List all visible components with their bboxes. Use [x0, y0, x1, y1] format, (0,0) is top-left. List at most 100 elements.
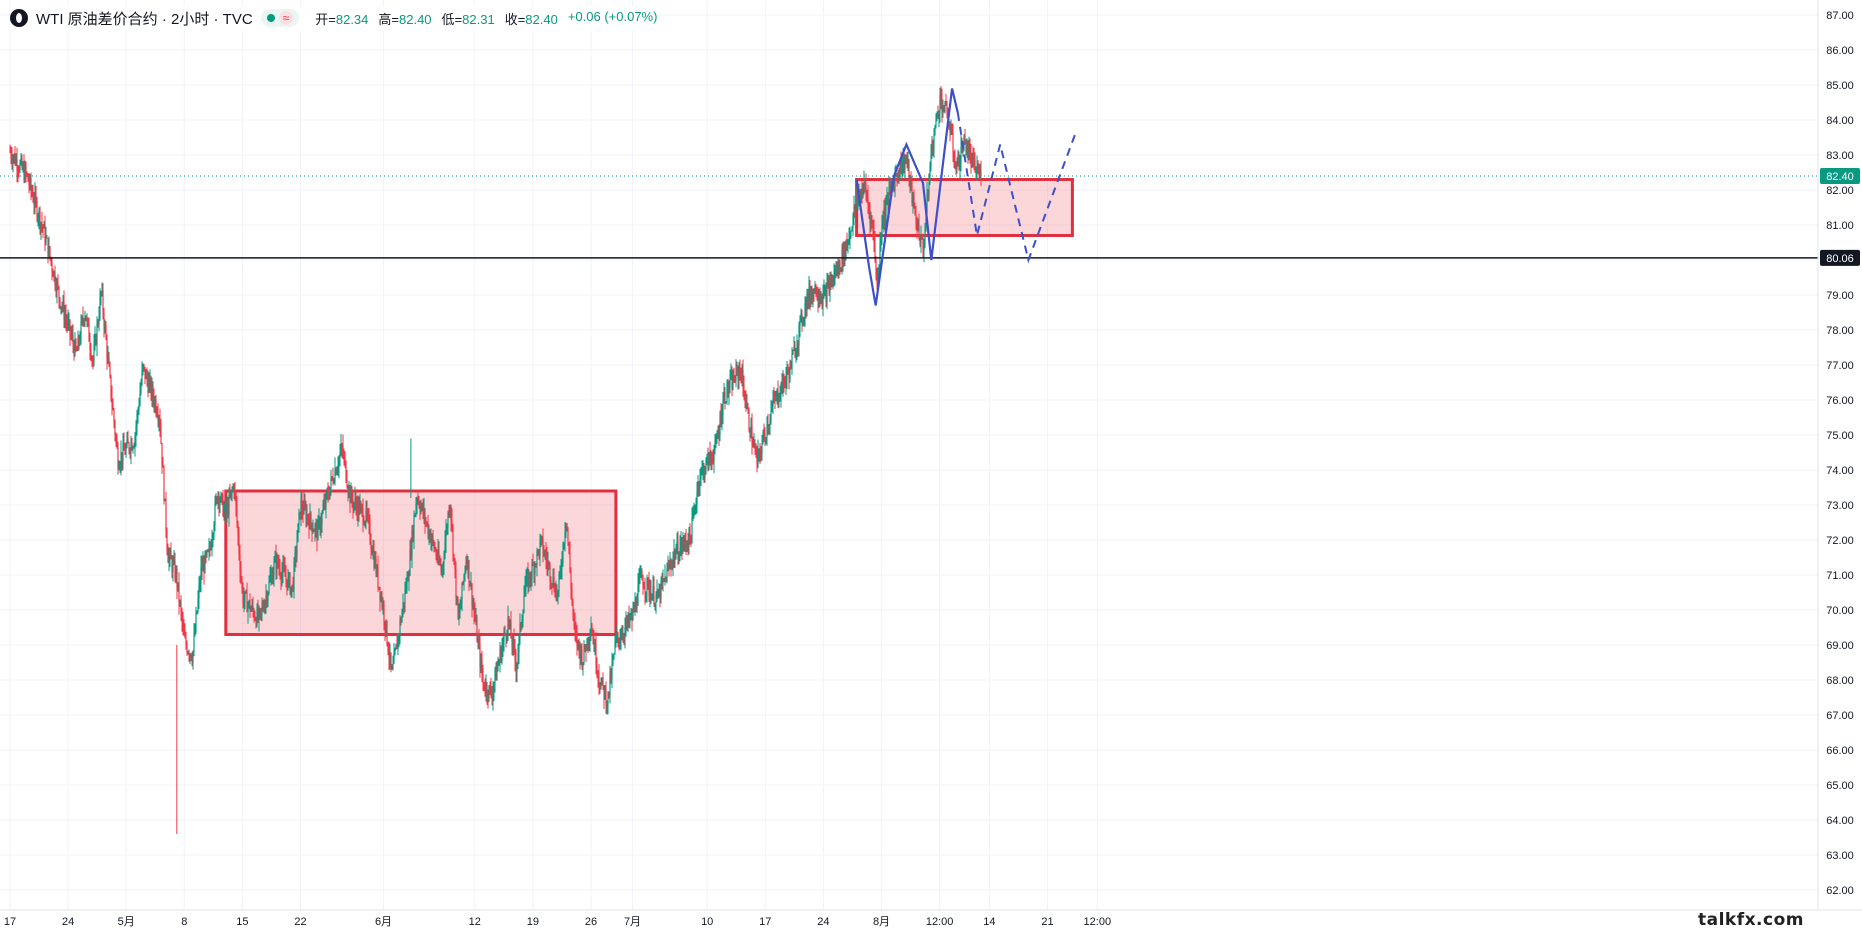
candle-body [459, 609, 461, 614]
candle-body [488, 685, 490, 699]
candle-body [104, 325, 106, 328]
candle-body [225, 505, 227, 515]
candle-body [709, 452, 711, 459]
candle-body [508, 616, 510, 625]
candle-body [665, 576, 667, 583]
candle-body [722, 400, 724, 416]
candle-body [496, 668, 498, 681]
candle-body [18, 170, 20, 172]
candle-body [830, 282, 832, 287]
candle-body [470, 583, 472, 587]
candle-body [918, 224, 920, 239]
candle-body [207, 550, 209, 552]
candle-body [204, 553, 206, 573]
candle-body [86, 318, 88, 321]
candle-body [512, 639, 514, 647]
candle-body [833, 275, 835, 282]
candle-body [965, 139, 967, 155]
candle-body [219, 501, 221, 505]
candle-body [486, 684, 488, 696]
candle-body [334, 469, 336, 482]
y-tick-label: 73.00 [1826, 500, 1854, 512]
candle-body [10, 151, 12, 158]
candle-body [297, 523, 299, 542]
candle-body [881, 225, 883, 237]
ohlc-open: 开=82.34 [315, 11, 369, 27]
candle-body [789, 362, 791, 380]
candle-body [417, 499, 419, 501]
candle-body [446, 528, 448, 530]
candle-body [233, 486, 235, 492]
candle-body [641, 571, 643, 580]
status-pill[interactable]: ≈ [260, 9, 300, 27]
candle-body [364, 521, 366, 525]
candle-body [304, 502, 306, 508]
candle-body [840, 268, 842, 271]
y-tick-label: 75.00 [1826, 430, 1854, 442]
candle-body [729, 378, 731, 389]
candle-body [967, 150, 969, 158]
candle-body [921, 234, 923, 240]
time-axis[interactable]: 17 24 5月 8 15 22 6月 12 19 26 7月 10 17 24 8月 12:00 14 21 12… [0, 909, 1862, 934]
candle-body [494, 669, 496, 683]
candle-body [811, 294, 813, 301]
candle-body [85, 315, 87, 321]
candle-body [441, 567, 443, 571]
candle-body [654, 604, 656, 606]
candle-body [74, 340, 76, 356]
candle-body [745, 401, 747, 408]
candle-body [206, 550, 208, 556]
candle-body [435, 550, 437, 557]
candle-body [296, 541, 298, 556]
candle-body [245, 591, 247, 593]
candle-body [772, 398, 774, 407]
candle-body [907, 160, 909, 162]
candle-body [197, 598, 199, 612]
candle-body [866, 193, 868, 197]
candle-body [43, 224, 45, 229]
candle-body [631, 612, 633, 620]
candle-body [702, 466, 704, 469]
candle-body [313, 531, 315, 533]
candle-body [53, 271, 55, 277]
candle-body [619, 639, 621, 643]
candle-body [351, 490, 353, 501]
candle-body [483, 682, 485, 690]
candle-body [704, 470, 706, 477]
candle-body [205, 553, 207, 556]
candle-body [980, 171, 982, 176]
candle-body [369, 522, 371, 542]
candle-body [544, 552, 546, 555]
grid [0, 0, 1818, 910]
candle-body [646, 577, 648, 592]
candle-body [734, 381, 736, 383]
candle-body [291, 584, 293, 587]
candle-body [188, 652, 190, 656]
candle-body [558, 574, 560, 591]
symbol-title[interactable]: WTI 原油差价合约 · 2小时 · TVC [36, 10, 253, 28]
candle-body [399, 620, 401, 636]
candle-body [889, 187, 891, 190]
candle-body [231, 490, 233, 492]
candle-body [343, 455, 345, 457]
candle-body [740, 371, 742, 381]
candle-body [623, 636, 625, 638]
candle-body [450, 506, 452, 520]
candle-body [842, 249, 844, 264]
candle-body [769, 420, 771, 425]
candle-body [669, 562, 671, 567]
candle-body [818, 298, 820, 302]
candle-body [72, 334, 74, 345]
candle-body [166, 530, 168, 550]
candle-body [352, 500, 354, 508]
price-axis[interactable]: 62.00 63.00 64.00 65.00 66.00 67.00 68.00 69.00… [1817, 0, 1862, 934]
candle-body [307, 515, 309, 521]
x-tick-label: 14 [983, 916, 995, 928]
candle-body [900, 160, 902, 173]
candle-body [831, 275, 833, 287]
candle-body [276, 557, 278, 570]
y-tick-label: 87.00 [1826, 10, 1854, 22]
candle-body [954, 160, 956, 169]
